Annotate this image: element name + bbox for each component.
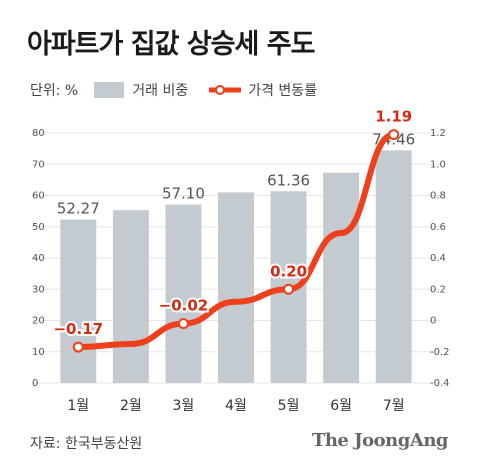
line-value-label: −0.02 (159, 297, 209, 315)
legend-row: 단위: % 거래 비중 가격 변동률 (30, 80, 317, 100)
bar-value-label: 61.36 (267, 171, 310, 189)
bar-series (60, 150, 412, 383)
legend-line-label: 가격 변동률 (248, 83, 318, 99)
y-left-tick: 60 (32, 191, 45, 202)
unit-label: 단위: % (30, 83, 79, 99)
bar-value-label: 52.27 (57, 200, 100, 218)
line-point (177, 318, 189, 330)
x-tick-label: 2월 (120, 398, 142, 414)
y-right-tick: 1.2 (430, 128, 446, 139)
x-tick-label: 1월 (67, 398, 89, 414)
y-left-tick: 70 (32, 159, 45, 170)
y-left-tick: 40 (32, 253, 45, 264)
line-point (283, 283, 295, 295)
y-left-tick: 30 (32, 284, 45, 295)
y-right-tick: 1.0 (430, 159, 446, 170)
legend-line-swatch (209, 85, 242, 95)
legend-bar-item: 거래 비중 (94, 80, 188, 100)
bar (323, 172, 360, 383)
x-tick-label: 4월 (225, 398, 247, 414)
line-value-label: 1.19 (375, 108, 412, 126)
y-left-tick: 20 (32, 316, 45, 327)
legend-bar-label: 거래 비중 (132, 83, 189, 99)
line-points (72, 129, 400, 353)
legend-line-item: 가격 변동률 (208, 80, 317, 100)
y-right-tick: 0.6 (430, 222, 446, 233)
y-left-tick: 50 (32, 222, 45, 233)
y-right-tick: -0.2 (430, 347, 450, 358)
source-note: 자료: 한국부동산원 (30, 436, 143, 452)
line-point (72, 341, 84, 353)
line-labels: −0.17 −0.02 0.20 1.19 (51, 106, 414, 341)
line-value-label: 0.20 (270, 262, 307, 280)
x-tick-label: 5월 (278, 398, 300, 414)
x-tick-label: 3월 (173, 398, 195, 414)
y-left-tick: 80 (32, 128, 45, 139)
bar (112, 210, 149, 383)
y-left-tick: 10 (32, 347, 45, 358)
y-left-tick: 0 (32, 378, 38, 389)
y-right-tick: 0.4 (430, 253, 446, 264)
chart-area: 0 10 20 30 40 50 60 70 80 -0.4 -0.2 0 0.2 0.4 0.6 0.8 1… (32, 106, 450, 414)
x-tick-label: 7월 (383, 398, 405, 414)
bar (218, 192, 254, 383)
chart-title: 아파트가 집값 상승세 주도 (27, 29, 315, 60)
line-point (388, 129, 400, 141)
bar (60, 219, 97, 383)
brand-logo: The JoongAng (311, 430, 449, 451)
x-tick-label: 6월 (330, 398, 352, 414)
line-path (75, 131, 397, 351)
y-right-tick: -0.4 (430, 378, 450, 389)
y-axis-right: -0.4 -0.2 0 0.2 0.4 0.6 0.8 1.0 1.2 (430, 128, 450, 389)
y-right-tick: 0.2 (430, 284, 446, 295)
legend-bar-swatch (94, 82, 125, 98)
line-value-label: −0.17 (53, 320, 103, 338)
line-series (75, 131, 397, 351)
y-right-tick: 0 (430, 316, 436, 327)
y-axis-left: 0 10 20 30 40 50 60 70 80 (32, 128, 45, 389)
y-right-tick: 0.8 (430, 191, 446, 202)
x-axis: 1월 2월 3월 4월 5월 6월 7월 (67, 398, 404, 414)
bar (375, 150, 412, 383)
bar (165, 204, 202, 383)
bar-value-label: 57.10 (162, 185, 205, 203)
